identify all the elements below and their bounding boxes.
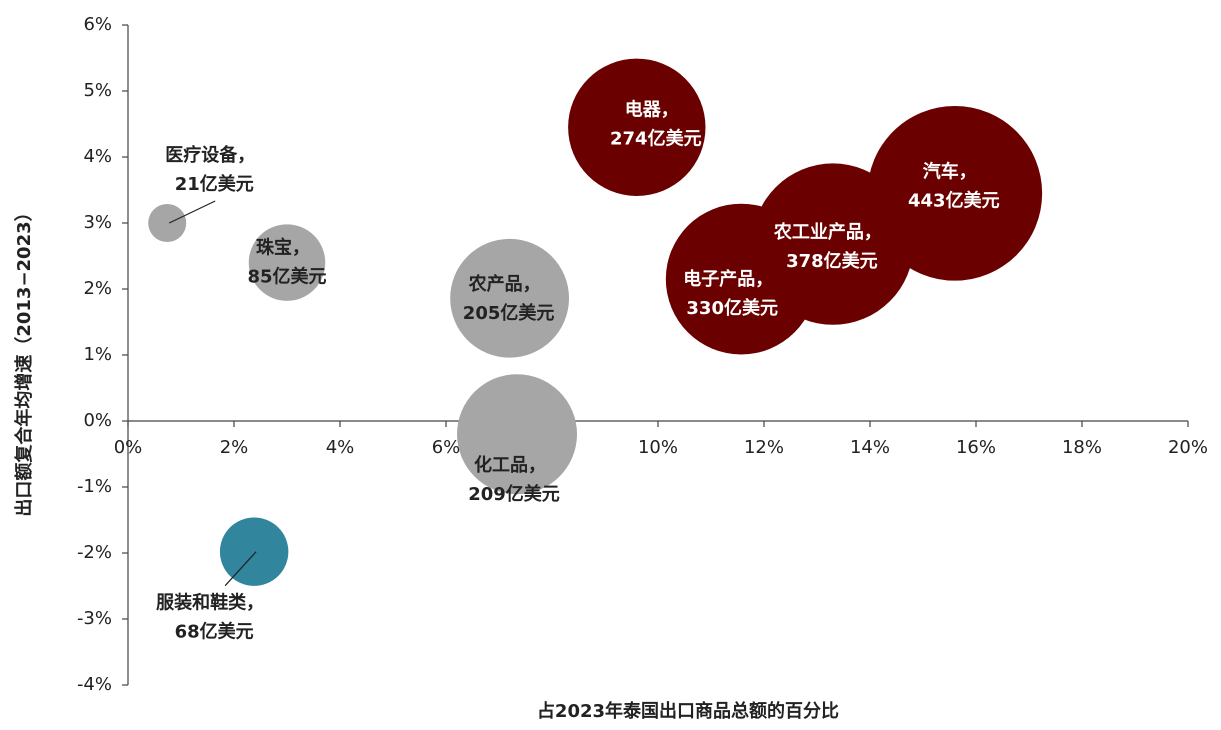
y-tick-label: 4% xyxy=(83,146,112,167)
x-tick-label: 20% xyxy=(1168,437,1208,458)
bubble-label: 农工业产品， xyxy=(773,221,882,243)
bubble-label: 化工品， xyxy=(474,454,546,476)
x-tick-label: 6% xyxy=(432,437,461,458)
y-tick-label: 0% xyxy=(83,410,112,431)
bubble-value-label: 443亿美元 xyxy=(908,189,1000,211)
bubble-label: 服装和鞋类， xyxy=(156,592,264,614)
bubble-value-label: 21亿美元 xyxy=(175,173,254,195)
y-tick-label: 6% xyxy=(83,14,112,35)
bubble xyxy=(450,238,570,358)
y-tick-label: 3% xyxy=(83,212,112,233)
bubble-value-label: 209亿美元 xyxy=(468,483,560,505)
y-tick-label: -3% xyxy=(77,608,112,629)
bubble-value-label: 378亿美元 xyxy=(786,250,878,272)
y-tick-label: 2% xyxy=(83,278,112,299)
bubble xyxy=(457,374,578,495)
y-tick-label: -1% xyxy=(77,476,112,497)
x-tick-label: 16% xyxy=(956,437,996,458)
bubble-value-label: 330亿美元 xyxy=(686,297,778,319)
bubble-label: 电器， xyxy=(625,98,679,120)
x-axis-title: 占2023年泰国出口商品总额的百分比 xyxy=(537,700,839,722)
bubble-value-label: 205亿美元 xyxy=(463,302,555,324)
y-axis-title: 出口额复合年均增速（2013−2023） xyxy=(13,203,35,516)
x-tick-label: 4% xyxy=(326,437,355,458)
bubble xyxy=(248,224,326,301)
bubble xyxy=(219,517,289,586)
bubble xyxy=(867,105,1043,281)
y-tick-label: 1% xyxy=(83,344,112,365)
leader-line xyxy=(168,200,216,224)
bubble xyxy=(148,203,187,243)
x-tick-label: 0% xyxy=(114,437,143,458)
x-tick-label: 18% xyxy=(1062,437,1102,458)
bubble-value-label: 274亿美元 xyxy=(610,127,702,149)
bubble-label: 电子产品， xyxy=(683,268,773,290)
x-tick-label: 14% xyxy=(850,437,890,458)
y-tick-label: -4% xyxy=(77,674,112,695)
bubble-label: 医疗设备， xyxy=(165,144,255,166)
bubble-label: 农产品， xyxy=(468,273,541,295)
x-tick-label: 10% xyxy=(638,437,678,458)
bubble-value-label: 85亿美元 xyxy=(247,266,326,288)
bubble-label: 珠宝， xyxy=(256,237,310,259)
x-tick-label: 12% xyxy=(744,437,784,458)
bubble xyxy=(568,58,706,196)
bubble-label: 汽车， xyxy=(923,160,977,182)
bubble-value-label: 68亿美元 xyxy=(175,621,254,643)
x-tick-label: 2% xyxy=(220,437,249,458)
y-tick-label: -2% xyxy=(77,542,112,563)
y-tick-label: 5% xyxy=(83,80,112,101)
leader-line xyxy=(224,551,257,587)
